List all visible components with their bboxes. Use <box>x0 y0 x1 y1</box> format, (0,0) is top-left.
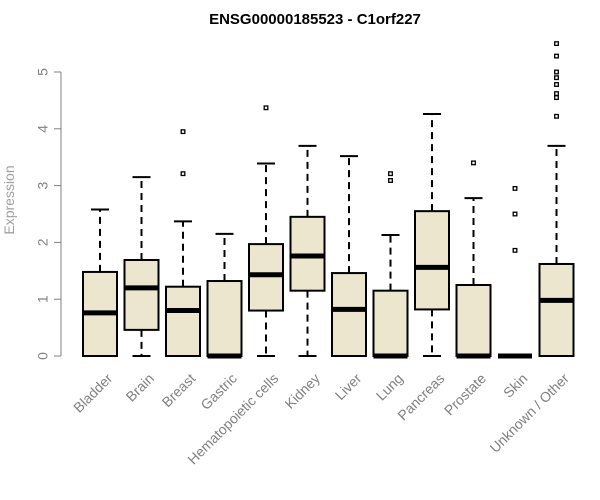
y-axis-label: Expression <box>1 165 17 234</box>
outlier-point <box>554 75 559 81</box>
outlier-point <box>471 160 476 166</box>
box-bladder <box>82 208 118 358</box>
box-skin <box>498 185 532 359</box>
y-tick-label: 3 <box>35 181 51 189</box>
y-axis: 0 1 2 3 4 5 <box>35 68 62 360</box>
outlier-point <box>554 95 559 101</box>
box-prostate <box>455 160 492 359</box>
x-tick-label: Prostate <box>441 370 489 418</box>
x-tick-label: Bladder <box>70 370 116 416</box>
box-pancreas <box>414 113 450 357</box>
box-liver <box>331 155 367 357</box>
box-breast <box>165 129 201 358</box>
outlier-point <box>554 69 559 75</box>
outlier-point <box>512 247 518 253</box>
y-tick-label: 4 <box>35 125 51 133</box>
outlier-point <box>554 41 559 47</box>
x-tick-label: Kidney <box>281 370 323 412</box>
box-lung <box>372 171 409 359</box>
outlier-point <box>180 171 186 177</box>
outlier-point <box>512 185 518 191</box>
y-tick-label: 5 <box>35 68 51 76</box>
outlier-point <box>554 53 559 59</box>
x-tick-label: Breast <box>159 370 199 410</box>
x-tick-label: Lung <box>373 370 406 403</box>
y-tick-label: 0 <box>35 352 51 360</box>
box-gastric <box>206 232 243 359</box>
x-tick-label: Liver <box>332 370 365 403</box>
x-tick-label: Skin <box>500 370 531 401</box>
outlier-point <box>263 105 269 111</box>
box-hematopoietic-cells <box>248 105 284 357</box>
outlier-point <box>554 113 559 119</box>
box-unknown-other <box>538 41 575 358</box>
box-brain <box>123 176 160 357</box>
box-body <box>331 272 367 357</box>
outlier-point <box>554 82 559 87</box>
outlier-point <box>388 178 393 183</box>
chart-title: ENSG00000185523 - C1orf227 <box>209 11 421 28</box>
x-tick-label: Brain <box>123 370 157 404</box>
boxes-group <box>82 41 575 359</box>
outlier-point <box>180 129 186 135</box>
box-kidney <box>289 144 326 357</box>
box-body <box>123 259 160 331</box>
box-body <box>372 289 409 357</box>
outlier-point <box>554 91 559 97</box>
x-tick-label: Unknown / Other <box>486 370 572 456</box>
y-tick-label: 1 <box>35 295 51 303</box>
box-body <box>206 280 243 357</box>
outlier-point <box>512 211 518 217</box>
box-body <box>248 243 284 312</box>
box-body <box>414 210 450 311</box>
box-body <box>538 262 575 358</box>
outlier-point <box>388 171 393 177</box>
y-tick-label: 2 <box>35 238 51 246</box>
box-body <box>165 285 201 358</box>
box-body <box>455 284 492 357</box>
